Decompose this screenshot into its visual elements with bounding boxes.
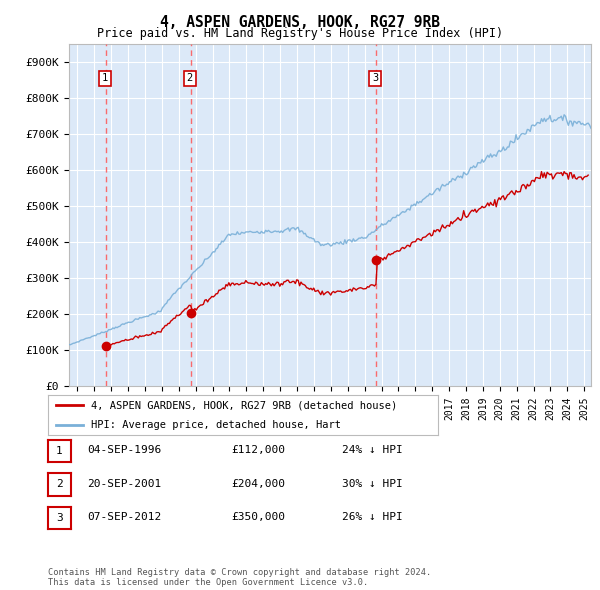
Text: 4, ASPEN GARDENS, HOOK, RG27 9RB (detached house): 4, ASPEN GARDENS, HOOK, RG27 9RB (detach… xyxy=(91,401,397,410)
Text: Contains HM Land Registry data © Crown copyright and database right 2024.
This d: Contains HM Land Registry data © Crown c… xyxy=(48,568,431,587)
Text: £350,000: £350,000 xyxy=(231,513,285,522)
Text: 1: 1 xyxy=(56,446,63,455)
Text: HPI: Average price, detached house, Hart: HPI: Average price, detached house, Hart xyxy=(91,421,341,430)
Text: 2: 2 xyxy=(187,74,193,83)
Text: 24% ↓ HPI: 24% ↓ HPI xyxy=(342,445,403,455)
Text: £204,000: £204,000 xyxy=(231,479,285,489)
Text: 2: 2 xyxy=(56,480,63,489)
Text: £112,000: £112,000 xyxy=(231,445,285,455)
Text: 1: 1 xyxy=(102,74,108,83)
Text: 26% ↓ HPI: 26% ↓ HPI xyxy=(342,513,403,522)
Text: 3: 3 xyxy=(372,74,378,83)
Text: 07-SEP-2012: 07-SEP-2012 xyxy=(87,513,161,522)
Text: 20-SEP-2001: 20-SEP-2001 xyxy=(87,479,161,489)
Text: 04-SEP-1996: 04-SEP-1996 xyxy=(87,445,161,455)
Text: 3: 3 xyxy=(56,513,63,523)
Text: Price paid vs. HM Land Registry's House Price Index (HPI): Price paid vs. HM Land Registry's House … xyxy=(97,27,503,40)
Text: 4, ASPEN GARDENS, HOOK, RG27 9RB: 4, ASPEN GARDENS, HOOK, RG27 9RB xyxy=(160,15,440,30)
Text: 30% ↓ HPI: 30% ↓ HPI xyxy=(342,479,403,489)
